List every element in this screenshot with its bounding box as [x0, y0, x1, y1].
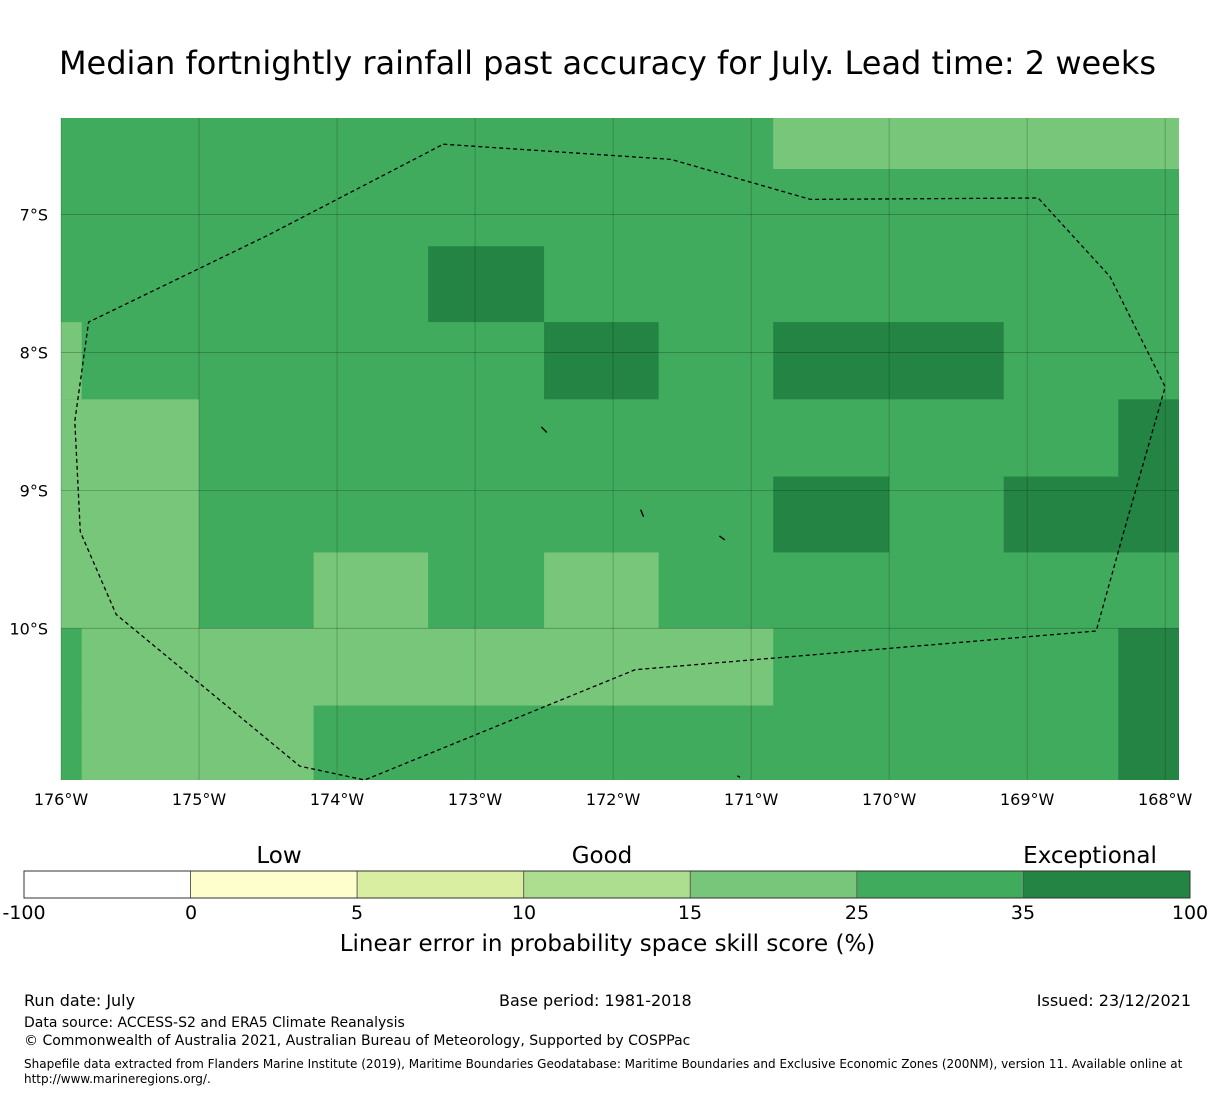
colorbar-tick: 5: [350, 902, 364, 924]
colorbar-segment: [190, 870, 358, 899]
skill-cell: [428, 246, 545, 323]
axis-ticks: 176°W 175°W 174°W 173°W 172°W 171°W 170°W 169°W…: [9, 206, 1192, 809]
data-source: Data source: ACCESS-S2 and ERA5 Climate …: [24, 1015, 405, 1031]
lon-tick-label: 172°W: [586, 790, 641, 809]
skill-cell: [81, 705, 314, 780]
lon-tick-label: 173°W: [448, 790, 503, 809]
colorbar-segment: [689, 870, 858, 899]
skill-cell: [1003, 476, 1179, 553]
colorbar-label-low: Low: [256, 843, 302, 869]
colorbar-tick: 0: [184, 902, 198, 924]
skill-cell: [544, 322, 659, 400]
skill-cell: [81, 628, 774, 706]
colorbar-frame: [23, 870, 1191, 899]
lon-tick-label: 176°W: [34, 790, 89, 809]
copyright: © Commonwealth of Australia 2021, Austra…: [24, 1033, 691, 1049]
issued-date: Issued: 23/12/2021: [1036, 991, 1191, 1010]
lon-tick-label: 170°W: [862, 790, 917, 809]
skill-cell: [773, 322, 1004, 400]
skill-cell: [544, 552, 659, 629]
colorbar-segment: [23, 870, 191, 899]
base-period: Base period: 1981-2018: [499, 991, 692, 1010]
colorbar-segment: [856, 870, 1024, 899]
colorbar-label-exceptional: Exceptional: [1023, 843, 1157, 869]
colorbar-segment: [523, 870, 691, 899]
lon-tick-label: 175°W: [172, 790, 227, 809]
lon-tick-label: 169°W: [1000, 790, 1055, 809]
colorbar-label-good: Good: [571, 843, 633, 869]
colorbar-tick: 15: [677, 902, 703, 924]
island: [737, 775, 741, 778]
lat-tick-label: 8°S: [20, 343, 48, 362]
lon-tick-label: 168°W: [1138, 790, 1193, 809]
lon-tick-label: 174°W: [310, 790, 365, 809]
colorbar-segment: [356, 870, 525, 899]
colorbar-tick: -100: [2, 902, 46, 924]
skill-cell: [61, 399, 200, 629]
shapefile-credit: Shapefile data extracted from Flanders M…: [24, 1057, 1183, 1086]
island: [718, 535, 726, 541]
skill-cell: [773, 118, 1179, 170]
island: [640, 509, 645, 517]
colorbar-tick: 10: [511, 902, 537, 924]
colorbar-axis-label: Linear error in probability space skill …: [339, 931, 876, 957]
islands: [540, 426, 741, 778]
skill-cell: [1118, 399, 1179, 477]
colorbar: [23, 870, 1191, 899]
run-date: Run date: July: [24, 991, 136, 1010]
eez-boundary: [74, 143, 1166, 781]
skill-cells: [61, 118, 1179, 780]
lat-tick-label: 9°S: [20, 481, 48, 500]
graticule: [60, 118, 1179, 780]
chart-title: Median fortnightly rainfall past accurac…: [58, 44, 1157, 82]
island: [540, 426, 548, 433]
skill-cell: [1118, 628, 1179, 780]
lat-tick-label: 10°S: [9, 619, 48, 638]
colorbar-tick: 100: [1171, 902, 1209, 924]
lon-tick-label: 171°W: [724, 790, 779, 809]
lat-tick-label: 7°S: [20, 206, 48, 225]
skill-cell: [313, 552, 429, 629]
skill-cell: [61, 322, 82, 400]
colorbar-tick: 35: [1010, 902, 1036, 924]
colorbar-segment: [1023, 870, 1191, 899]
skill-cell: [773, 476, 890, 553]
colorbar-tick: 25: [844, 902, 870, 924]
